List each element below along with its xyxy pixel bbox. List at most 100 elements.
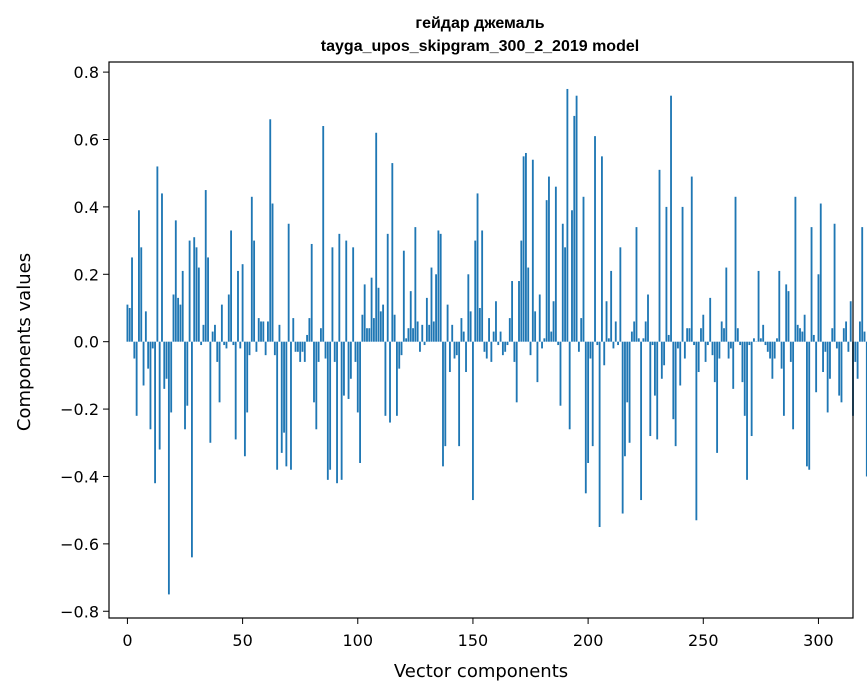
bar-141	[451, 324, 454, 342]
bar-255	[713, 341, 716, 383]
bar-95	[345, 240, 348, 342]
bar-69	[285, 341, 288, 467]
bar-115	[391, 163, 394, 342]
bar-298	[812, 334, 815, 342]
bar-164	[504, 341, 507, 352]
bar-296	[808, 341, 811, 470]
bar-193	[571, 210, 573, 342]
bar-239	[677, 341, 679, 349]
bar-191	[566, 88, 569, 342]
bar-228	[651, 341, 654, 346]
bar-258	[720, 321, 723, 342]
bar-243	[686, 328, 689, 342]
bar-90	[333, 341, 336, 362]
bar-202	[591, 341, 594, 447]
bar-167	[511, 281, 514, 342]
bar-311	[842, 328, 845, 342]
bar-31	[197, 267, 200, 342]
bar-161	[497, 341, 500, 346]
bar-37	[211, 331, 214, 342]
bar-278	[766, 341, 769, 352]
bar-87	[326, 341, 329, 480]
bar-221	[635, 227, 638, 342]
bar-173	[525, 152, 527, 342]
bar-73	[294, 341, 297, 352]
bar-264	[734, 196, 737, 342]
bar-305	[829, 341, 831, 379]
bar-166	[508, 318, 511, 342]
bar-41	[220, 304, 223, 342]
bar-275	[759, 338, 762, 342]
x-tick-label: 50	[232, 631, 252, 650]
bar-203	[594, 136, 596, 342]
bar-68	[283, 341, 285, 433]
bar-55	[253, 240, 256, 342]
bar-32	[200, 341, 203, 346]
bar-46	[232, 341, 235, 346]
bar-153	[478, 307, 481, 342]
bar-62	[269, 119, 272, 342]
bar-209	[607, 338, 610, 342]
bar-65	[276, 341, 279, 470]
x-tick-label: 150	[458, 631, 489, 650]
bar-103	[363, 284, 366, 342]
bar-234	[665, 206, 668, 342]
bar-0	[126, 304, 129, 342]
bar-126	[416, 321, 419, 342]
y-tick-label: −0.4	[60, 467, 99, 486]
bar-204	[596, 341, 599, 346]
bar-292	[799, 328, 801, 342]
bar-129	[423, 341, 426, 346]
bar-112	[384, 341, 387, 416]
bar-172	[522, 156, 525, 342]
bar-99	[354, 341, 357, 362]
bar-268	[743, 341, 746, 416]
bar-233	[663, 341, 666, 366]
bar-156	[485, 341, 488, 359]
bar-242	[683, 341, 686, 359]
bar-319	[861, 227, 864, 342]
bar-81	[313, 341, 315, 403]
bar-4	[135, 341, 138, 416]
bar-211	[612, 341, 615, 349]
bar-40	[218, 341, 221, 403]
bar-266	[739, 341, 742, 346]
bar-215	[621, 341, 624, 514]
bar-289	[792, 341, 795, 430]
bar-230	[656, 341, 659, 440]
bar-163	[501, 341, 504, 356]
y-tick-label: 0.0	[74, 333, 99, 352]
bar-136	[439, 233, 442, 342]
bar-312	[845, 321, 848, 342]
bar-317	[856, 341, 859, 379]
bar-284	[780, 341, 783, 369]
bar-307	[833, 223, 836, 342]
bar-44	[227, 294, 230, 342]
bar-35	[207, 257, 209, 342]
bar-43	[225, 341, 228, 349]
bar-184	[550, 331, 553, 342]
bar-225	[644, 321, 647, 342]
bar-244	[688, 328, 691, 342]
bar-140	[448, 341, 451, 373]
bar-79	[308, 318, 311, 342]
bar-22	[177, 297, 180, 342]
bar-174	[527, 267, 530, 342]
bar-66	[278, 324, 281, 342]
bar-121	[405, 338, 408, 342]
bar-146	[462, 331, 465, 342]
bar-208	[605, 301, 608, 342]
bar-10	[149, 341, 152, 430]
bar-100	[356, 341, 359, 413]
bar-279	[769, 341, 771, 359]
bar-183	[548, 176, 550, 342]
bar-304	[826, 341, 829, 413]
bar-302	[822, 341, 824, 373]
bar-117	[396, 341, 398, 416]
bar-78	[306, 334, 309, 342]
bar-93	[340, 341, 343, 480]
bar-82	[315, 341, 318, 430]
bar-175	[529, 341, 532, 356]
bar-106	[370, 277, 373, 342]
bar-256	[716, 341, 719, 453]
